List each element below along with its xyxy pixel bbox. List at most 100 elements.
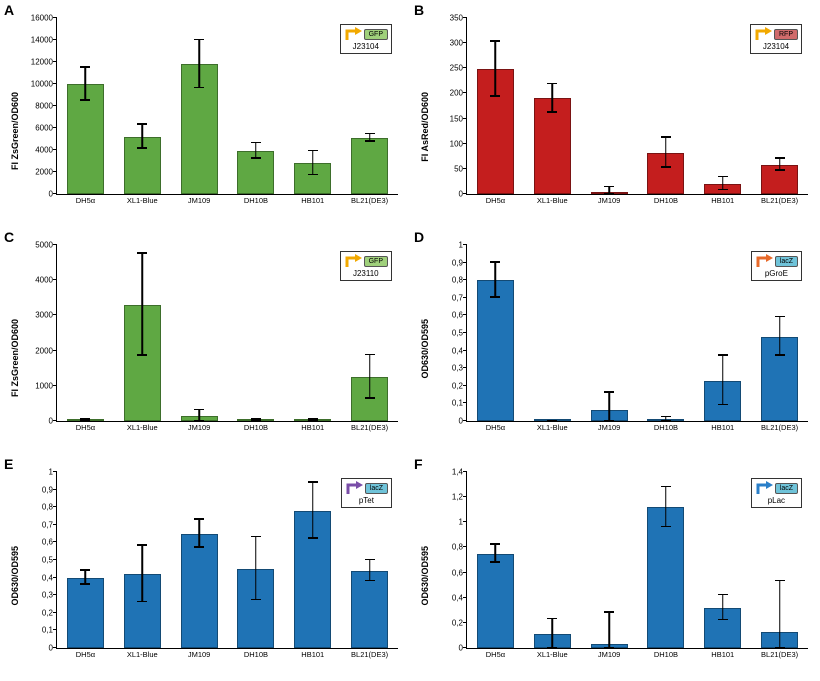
y-tick-label: 300 — [433, 39, 463, 48]
y-tick-label: 0,4 — [433, 593, 463, 602]
y-tick-label: 350 — [433, 14, 463, 23]
bar — [67, 84, 104, 194]
y-tick-label: 0,7 — [23, 520, 53, 529]
y-tick-label: 1 — [23, 468, 53, 477]
y-tick-label: 2000 — [23, 168, 53, 177]
x-tick-label: BL21(DE3) — [351, 423, 388, 432]
y-tick-label: 0,6 — [23, 538, 53, 547]
x-tick-label: BL21(DE3) — [761, 650, 798, 659]
panel-f: FOD630/OD59500,20,40,60,811,21,4DH5αXL1-… — [410, 454, 820, 681]
panel-c: CFI ZsGreen/OD600010002000300040005000DH… — [0, 227, 410, 454]
x-tick-label: HB101 — [301, 423, 324, 432]
promoter-inset: lacZpLac — [751, 478, 802, 508]
y-tick-label: 0,7 — [433, 293, 463, 302]
y-axis-label: FI ZsGreen/OD600 — [10, 319, 20, 397]
x-tick-label: HB101 — [301, 196, 324, 205]
promoter-inset: RFP J23104 — [750, 24, 802, 54]
y-tick-label: 50 — [433, 164, 463, 173]
error-bar — [312, 483, 314, 539]
y-tick-label: 250 — [433, 64, 463, 73]
bar — [647, 507, 684, 648]
y-tick-label: 0,8 — [433, 276, 463, 285]
x-tick-label: DH10B — [654, 423, 678, 432]
x-tick-label: BL21(DE3) — [351, 650, 388, 659]
y-tick-label: 0 — [433, 190, 463, 199]
bar — [181, 534, 218, 648]
y-tick-label: 1,2 — [433, 493, 463, 502]
y-tick-label: 0,4 — [433, 346, 463, 355]
plot-area: 00,10,20,30,40,50,60,70,80,91DH5αXL1-Blu… — [466, 245, 808, 422]
plot-area: 00,10,20,30,40,50,60,70,80,91DH5αXL1-Blu… — [56, 472, 398, 649]
y-tick-label: 16000 — [23, 14, 53, 23]
gene-label: RFP — [774, 29, 798, 40]
y-tick-label: 0,6 — [433, 311, 463, 320]
x-tick-label: DH5α — [76, 650, 95, 659]
y-tick-label: 0,8 — [23, 503, 53, 512]
y-tick-label: 0 — [23, 190, 53, 199]
chart: OD630/OD595 00,10,20,30,40,50,60,70,80,91… — [4, 458, 406, 679]
x-tick-label: XL1-Blue — [127, 423, 158, 432]
error-bar — [779, 317, 781, 356]
promoter-label: J23110 — [353, 269, 379, 278]
promoter-label: pGroE — [765, 269, 788, 278]
error-bar — [85, 68, 87, 101]
chart: OD630/OD59500,10,20,30,40,50,60,70,80,91… — [414, 231, 816, 452]
y-tick-label: 0 — [433, 644, 463, 653]
y-tick-label: 4000 — [23, 276, 53, 285]
x-tick-label: HB101 — [711, 196, 734, 205]
x-tick-label: JM109 — [598, 650, 621, 659]
y-tick-label: 8000 — [23, 102, 53, 111]
gene-label: lacZ — [775, 256, 798, 267]
chart: FI ZsGreen/OD600 010002000300040005000DH5… — [4, 231, 406, 452]
y-axis-label: OD630/OD595 — [10, 546, 20, 606]
y-tick-label: 3000 — [23, 311, 53, 320]
promoter-inset: GFPJ23104 — [340, 24, 392, 54]
plot-area: 050100150200250300350DH5αXL1-BlueJM109DH… — [466, 18, 808, 195]
panel-d: DOD630/OD59500,10,20,30,40,50,60,70,80,9… — [410, 227, 820, 454]
x-tick-label: JM109 — [188, 196, 211, 205]
x-tick-label: DH10B — [244, 196, 268, 205]
y-tick-label: 0,3 — [23, 591, 53, 600]
y-tick-label: 14000 — [23, 36, 53, 45]
error-bar — [369, 355, 371, 399]
y-tick-label: 0,8 — [433, 543, 463, 552]
error-bar — [198, 40, 200, 88]
promoter-inset: lacZ pGroE — [751, 251, 802, 281]
x-tick-label: BL21(DE3) — [761, 196, 798, 205]
plot-area: 00,20,40,60,811,21,4DH5αXL1-BlueJM109DH1… — [466, 472, 808, 649]
x-tick-label: DH10B — [244, 423, 268, 432]
error-bar — [722, 356, 724, 405]
chart: FI AsRed/OD600 050100150200250300350DH5αX… — [414, 4, 816, 225]
x-tick-label: DH5α — [486, 196, 505, 205]
error-bar — [665, 138, 667, 168]
x-tick-label: JM109 — [188, 423, 211, 432]
promoter-label: pTet — [359, 496, 374, 505]
x-tick-label: HB101 — [711, 650, 734, 659]
y-tick-label: 0,9 — [433, 258, 463, 267]
y-tick-label: 0,2 — [23, 608, 53, 617]
x-tick-label: DH5α — [76, 423, 95, 432]
gene-label: lacZ — [775, 483, 798, 494]
x-tick-label: HB101 — [711, 423, 734, 432]
x-tick-label: BL21(DE3) — [761, 423, 798, 432]
promoter-label: J23104 — [353, 42, 379, 51]
y-tick-label: 0,1 — [433, 399, 463, 408]
x-tick-label: JM109 — [188, 650, 211, 659]
y-tick-label: 4000 — [23, 146, 53, 155]
gene-label: lacZ — [365, 483, 388, 494]
y-tick-label: 0,4 — [23, 573, 53, 582]
error-bar — [495, 545, 497, 563]
y-tick-label: 10000 — [23, 80, 53, 89]
x-tick-label: XL1-Blue — [537, 423, 568, 432]
y-tick-label: 0,2 — [433, 618, 463, 627]
error-bar — [198, 520, 200, 548]
promoter-label: J23104 — [763, 42, 789, 51]
error-bar — [608, 393, 610, 421]
y-tick-label: 0 — [23, 417, 53, 426]
y-tick-label: 2000 — [23, 346, 53, 355]
y-tick-label: 0,2 — [433, 381, 463, 390]
plot-area: 010002000300040005000DH5αXL1-BlueJM109DH… — [56, 245, 398, 422]
y-axis-label: FI AsRed/OD600 — [420, 92, 430, 162]
error-bar — [779, 581, 781, 648]
x-tick-label: DH10B — [654, 196, 678, 205]
